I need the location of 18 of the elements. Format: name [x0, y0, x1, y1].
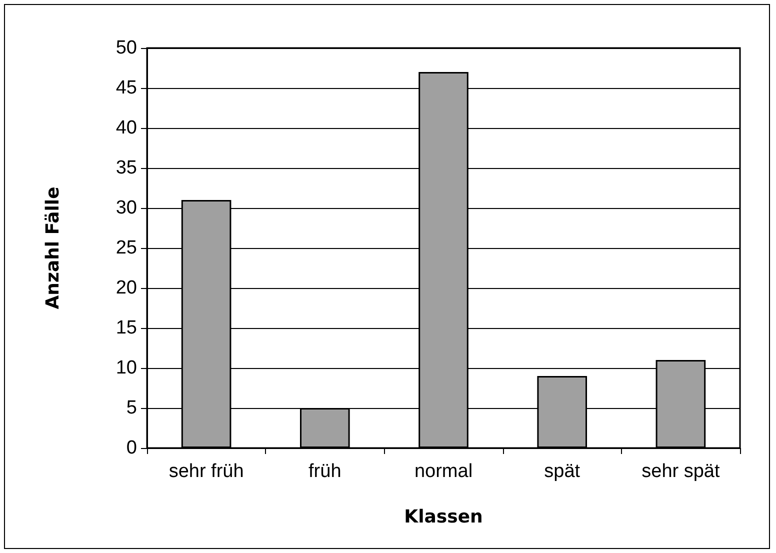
y-tick-label: 10 [116, 358, 137, 378]
x-tick-label: sehr spät [642, 461, 720, 482]
y-tick-label: 20 [116, 278, 137, 298]
y-tick-label: 0 [126, 438, 137, 458]
x-tick-label: spät [544, 461, 581, 482]
y-tick-label: 5 [126, 398, 137, 418]
x-axis-title: Klassen [404, 506, 483, 528]
x-tick-label: sehr früh [168, 461, 244, 482]
y-tick-label: 50 [116, 38, 137, 58]
y-tick-label: 40 [116, 118, 137, 138]
y-tick-label: 35 [116, 158, 137, 178]
x-tick-label: früh [308, 461, 342, 482]
y-tick-label: 45 [116, 78, 137, 98]
y-tick-label: 25 [116, 238, 137, 258]
y-tick-label: 30 [116, 198, 137, 218]
x-tick-label: normal [414, 461, 473, 482]
y-axis-title: Anzahl Fälle [42, 186, 64, 310]
y-tick-label: 15 [116, 318, 137, 338]
